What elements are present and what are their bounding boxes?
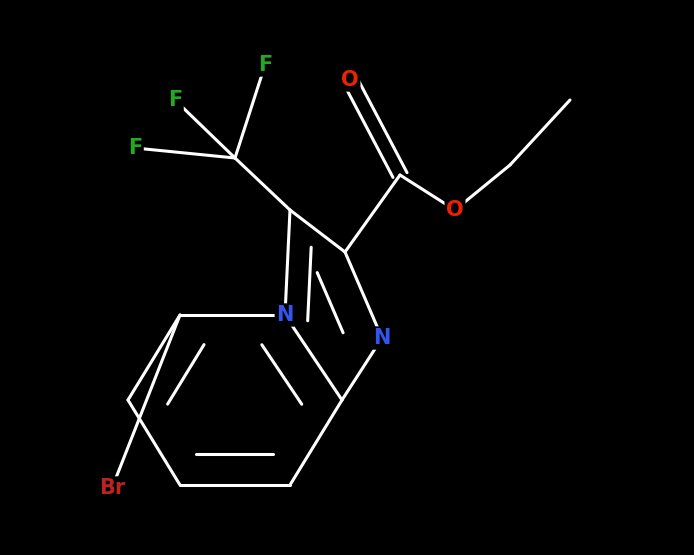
Text: N: N [276, 305, 294, 325]
Text: O: O [446, 200, 464, 220]
Text: Br: Br [99, 478, 125, 498]
Text: F: F [258, 55, 272, 75]
Text: O: O [341, 70, 359, 90]
Text: F: F [168, 90, 182, 110]
Text: N: N [373, 328, 391, 348]
Text: F: F [128, 138, 142, 158]
